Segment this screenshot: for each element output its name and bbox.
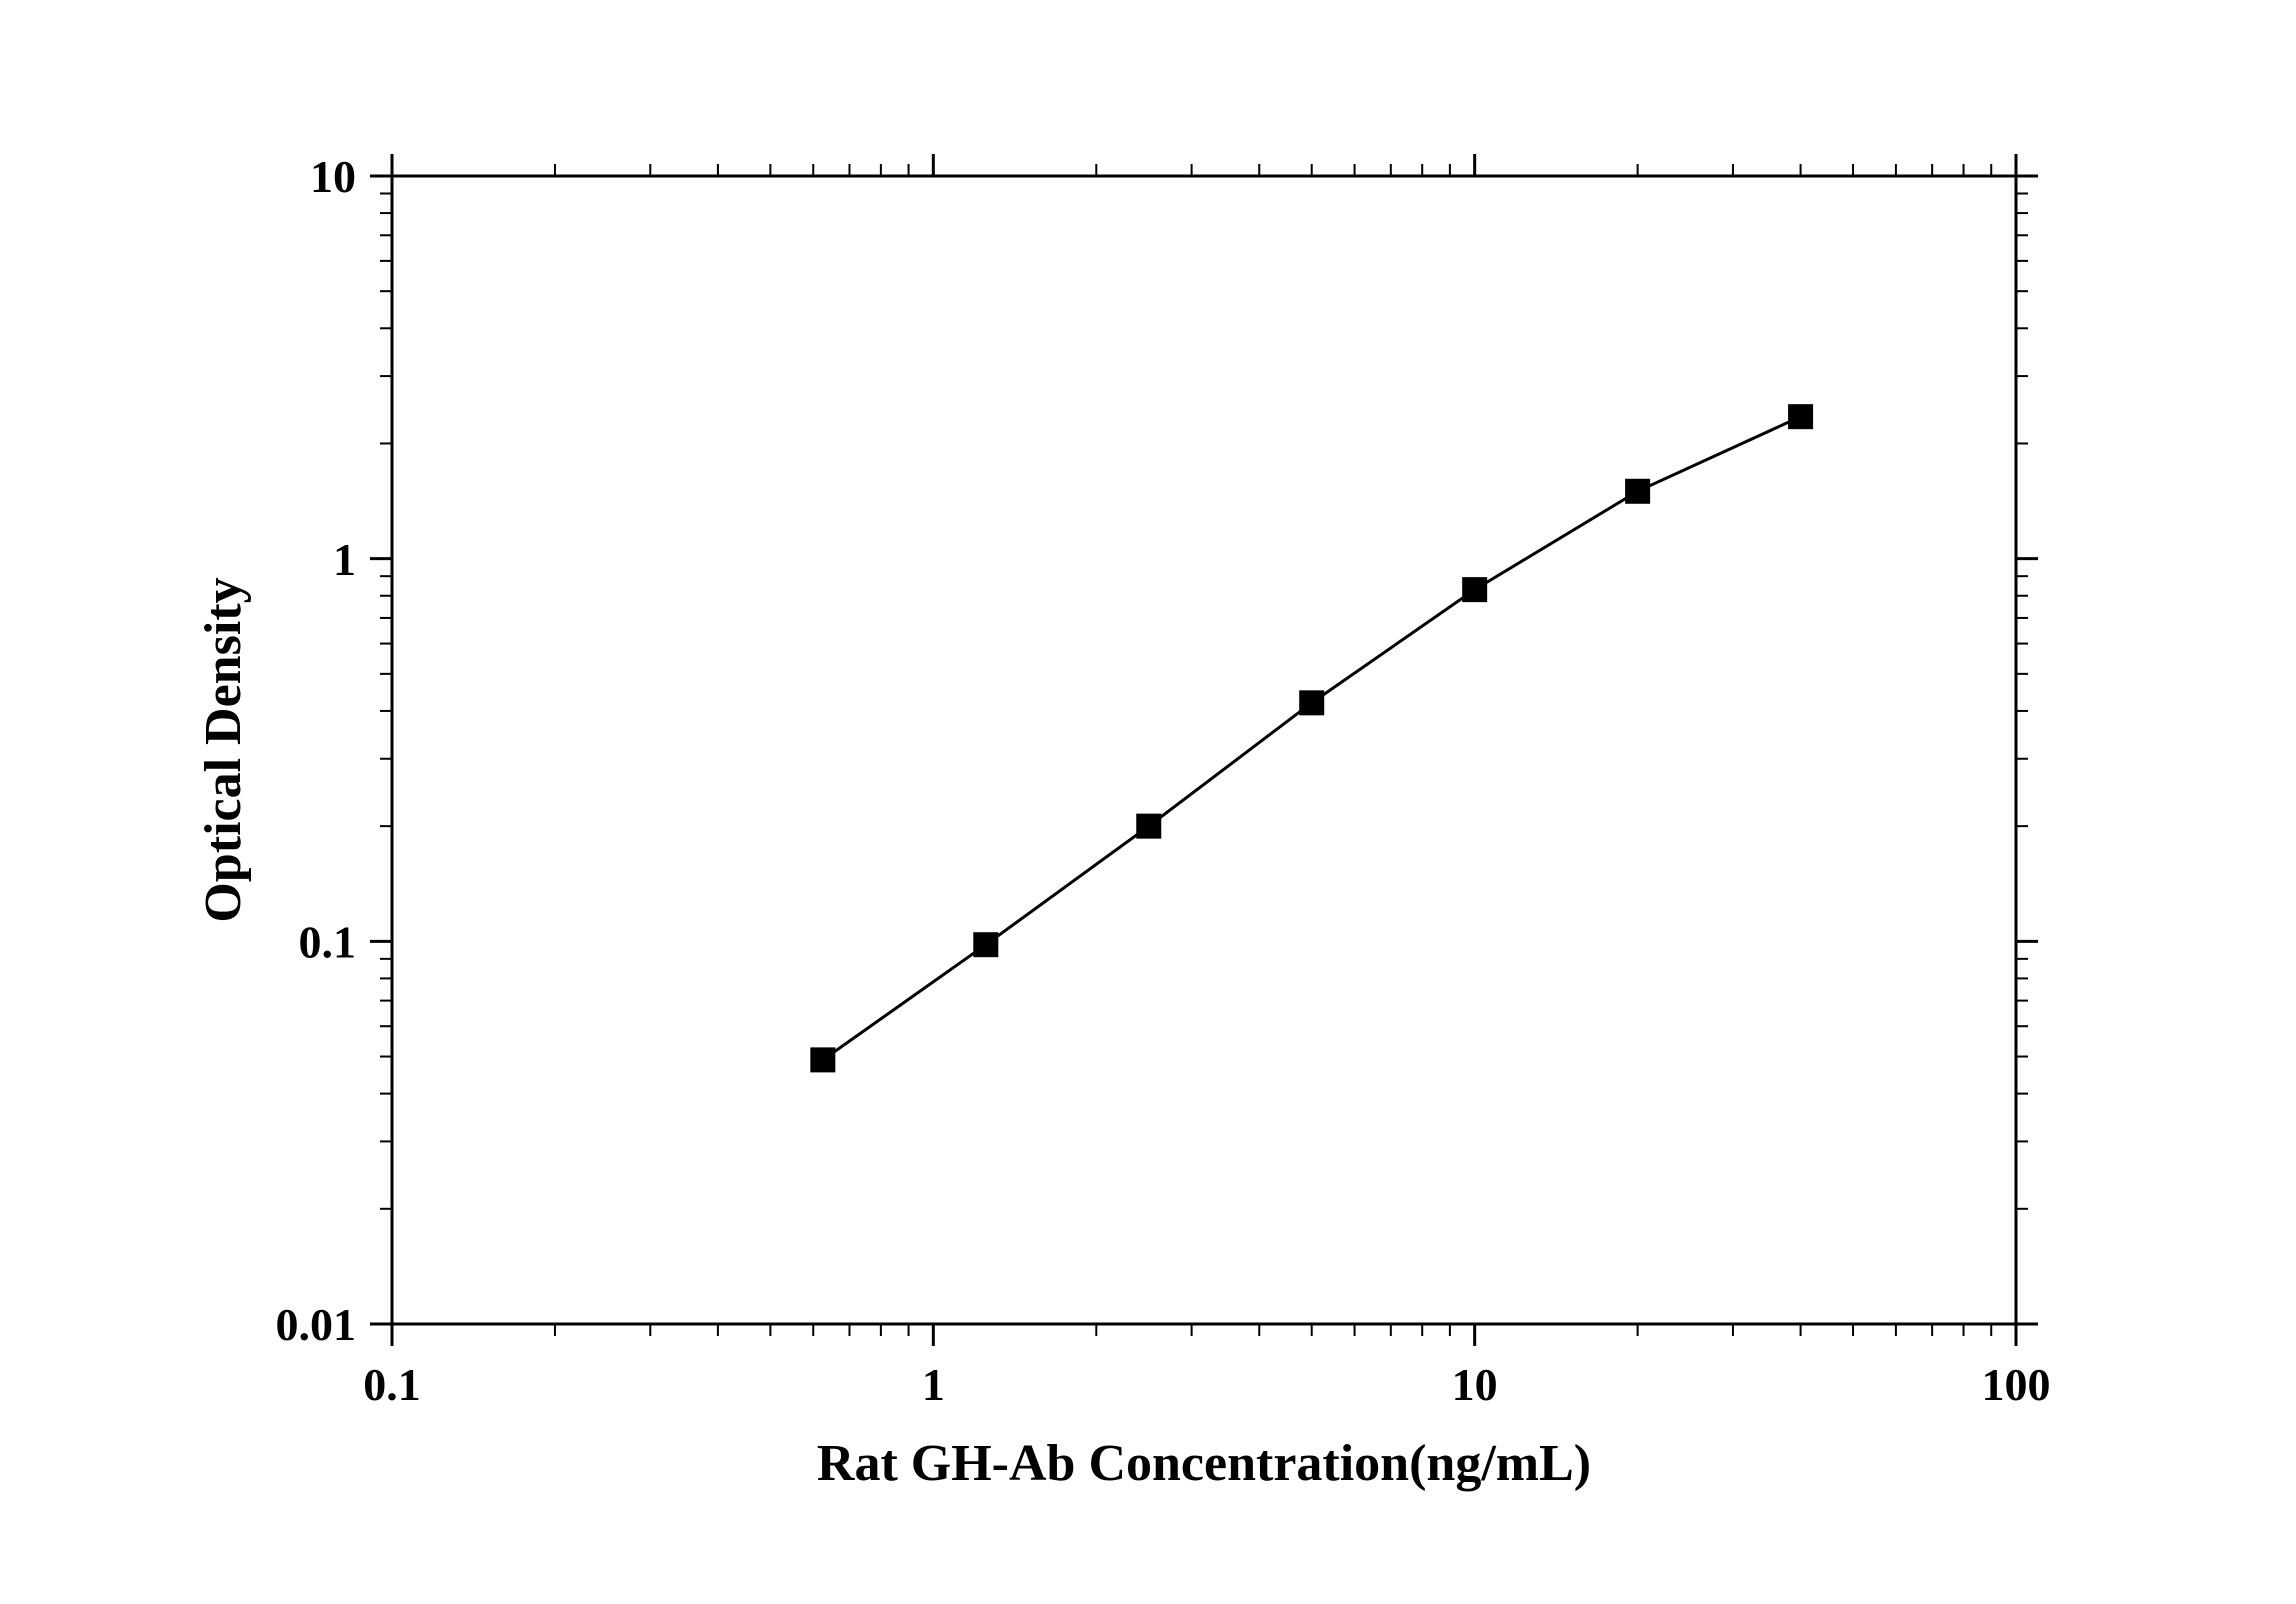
y-tick-label: 10 (310, 151, 356, 202)
y-tick-label: 1 (333, 534, 356, 585)
x-tick-label: 10 (1452, 1359, 1498, 1410)
x-axis-label: Rat GH-Ab Concentration(ng/mL) (817, 1435, 1591, 1492)
x-tick-label: 100 (1982, 1359, 2051, 1410)
y-tick-label: 0.1 (299, 916, 357, 967)
data-marker (974, 933, 998, 957)
data-marker (811, 1048, 835, 1072)
data-marker (1300, 691, 1324, 715)
chart-svg: 0.11101000.010.1110Rat GH-Ab Concentrati… (0, 0, 2296, 1604)
data-marker (1789, 405, 1813, 429)
data-marker (1626, 479, 1650, 503)
y-tick-label: 0.01 (276, 1299, 357, 1350)
x-tick-label: 1 (922, 1359, 945, 1410)
data-marker (1137, 814, 1161, 838)
x-tick-label: 0.1 (363, 1359, 421, 1410)
chart-background (0, 0, 2296, 1604)
y-axis-label: Optical Density (195, 577, 252, 922)
data-marker (1463, 578, 1487, 602)
chart-container: 0.11101000.010.1110Rat GH-Ab Concentrati… (0, 0, 2296, 1604)
